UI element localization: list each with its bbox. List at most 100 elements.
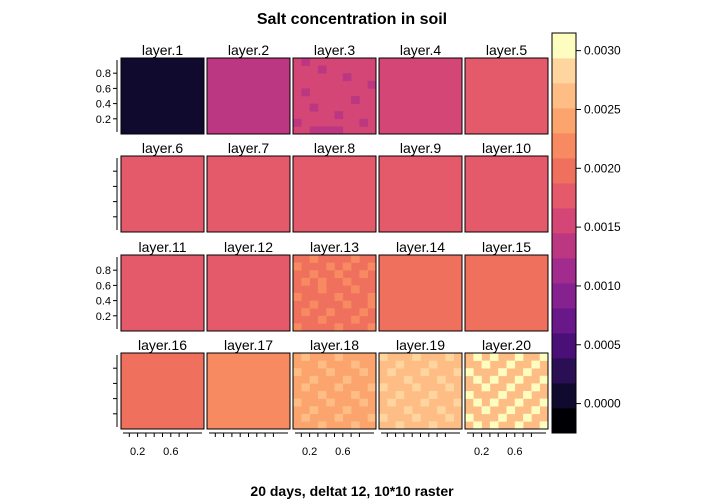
raster-cell: [359, 118, 368, 127]
raster-cell: [293, 293, 302, 301]
colorbar-segment: [552, 58, 576, 84]
raster-cell: [445, 383, 454, 392]
raster-base: [465, 58, 548, 134]
raster-cell: [317, 315, 327, 324]
raster-cell: [453, 368, 463, 377]
colorbar: 0.0000 0.0005 0.0010 0.0015 0.0020 0.0025 0.00…: [551, 32, 621, 434]
raster-base: [121, 58, 204, 134]
raster-cell: [387, 398, 396, 407]
panel-frame: [206, 352, 291, 430]
panel-label: layer.8: [314, 140, 355, 156]
raster-base: [465, 255, 548, 331]
x-tick-label: 0.6: [507, 446, 522, 458]
raster-cell: [309, 300, 319, 309]
raster-cell: [359, 398, 368, 407]
raster-cell: [428, 360, 438, 369]
raster-cell: [445, 194, 454, 202]
raster-cell: [359, 368, 368, 377]
raster-cell: [498, 413, 507, 422]
x-axes: 0.2 0.6 0.2 0.6 0.2 0.6: [123, 432, 546, 458]
colorbar-segment: [552, 133, 576, 159]
raster-cell: [317, 65, 327, 74]
y-tick-label: 0.2: [96, 114, 111, 126]
raster-base: [293, 156, 376, 232]
colorbar-frame: [551, 32, 577, 434]
x-tick-label: 0.2: [302, 446, 317, 458]
raster-base: [207, 255, 290, 331]
raster-cell: [342, 73, 352, 82]
panel-layer-15: layer.15: [464, 239, 549, 332]
panel-frame: [120, 57, 205, 135]
raster-cell: [498, 368, 507, 377]
raster-cell: [539, 375, 549, 384]
raster-cell: [395, 421, 405, 430]
panel-label: layer.1: [142, 42, 183, 58]
raster-cell: [523, 368, 532, 377]
y-axis-row-4: [113, 355, 118, 427]
raster-cell: [489, 421, 499, 430]
colorbar-segment: [552, 183, 576, 209]
x-axis-col-1: 0.2 0.6: [123, 432, 202, 458]
raster-base: [207, 156, 290, 232]
raster-cell: [367, 323, 377, 332]
raster-cell: [465, 413, 474, 422]
raster-cell: [334, 111, 344, 120]
raster-cell: [309, 406, 319, 415]
colorbar-segment: [552, 258, 576, 284]
raster-cell: [453, 398, 463, 407]
raster-cell: [420, 368, 430, 377]
panel-layer-9: layer.9: [378, 140, 463, 233]
raster-cell: [489, 375, 499, 384]
raster-cell: [301, 58, 310, 66]
raster-cell: [523, 413, 532, 422]
raster-cell: [387, 368, 396, 377]
raster-base: [207, 353, 290, 429]
panel-frame: [464, 155, 549, 233]
panel-layer-14: layer.14: [378, 239, 463, 332]
raster-cell: [334, 323, 344, 332]
raster-cell: [367, 300, 377, 309]
panel-frame: [292, 155, 377, 233]
y-tick-label: 0.2: [96, 311, 111, 323]
colorbar-segment: [552, 233, 576, 259]
raster-cell: [523, 391, 532, 399]
panel-frame: [464, 57, 549, 135]
y-tick-label: 0.8: [96, 68, 111, 80]
raster-cell: [506, 406, 516, 415]
panel-frame: [292, 254, 377, 332]
raster-cell: [489, 398, 499, 407]
raster-cell: [256, 383, 266, 392]
raster-base: [121, 255, 204, 331]
raster-cell: [351, 255, 360, 263]
raster-cell: [309, 375, 319, 384]
raster-cell: [473, 421, 482, 430]
raster-cell: [531, 383, 540, 392]
y-axis-row-1: 0.2 0.4 0.6 0.8: [96, 60, 118, 132]
raster-cell: [342, 300, 352, 309]
raster-cell: [301, 88, 310, 97]
raster-cell: [256, 406, 266, 415]
panel-label: layer.11: [139, 239, 187, 255]
raster-base: [121, 156, 204, 232]
panel-label: layer.10: [482, 140, 531, 156]
raster-cell: [293, 118, 302, 127]
raster-cell: [334, 293, 344, 301]
raster-cell: [273, 406, 282, 415]
y-tick-label: 0.6: [96, 280, 111, 292]
raster-cell: [367, 262, 377, 271]
raster-cell: [342, 262, 352, 271]
panel-frame: [378, 57, 463, 135]
colorbar-tick-label: 0.0010: [584, 279, 621, 293]
x-tick-label: 0.2: [130, 446, 145, 458]
raster-cell: [317, 391, 327, 399]
raster-cell: [395, 391, 405, 399]
panel-label: layer.7: [228, 140, 269, 156]
raster-base: [207, 58, 290, 134]
raster-cell: [412, 353, 421, 361]
panel-frame: [464, 352, 549, 430]
panel-layer-8: layer.8: [292, 140, 377, 233]
panel-frame: [120, 254, 205, 332]
raster-cell: [309, 103, 319, 112]
raster-cell: [265, 391, 274, 399]
raster-base: [379, 58, 462, 134]
